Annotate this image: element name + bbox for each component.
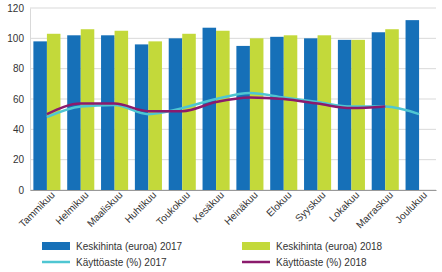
grid-line bbox=[30, 8, 436, 9]
tick: 80 bbox=[13, 63, 30, 74]
tick-label: 0 bbox=[18, 185, 24, 196]
tick: Toukokuu bbox=[154, 189, 192, 227]
tick-label: Syyskuu bbox=[293, 189, 328, 224]
legend-item: Käyttöaste (%) 2017 bbox=[42, 257, 167, 268]
tick: Elokuu bbox=[264, 189, 293, 218]
legend-label: Käyttöaste (%) 2018 bbox=[276, 257, 367, 268]
tick: 20 bbox=[13, 154, 30, 165]
tick: Marraskuu bbox=[354, 189, 395, 230]
y-axis: 0 20 40 60 80 100 120 bbox=[7, 3, 30, 196]
axis-line bbox=[31, 190, 437, 191]
tick-label: Tammikuu bbox=[17, 189, 57, 229]
bar bbox=[203, 28, 217, 190]
bar bbox=[406, 20, 420, 190]
tick: Lokakuu bbox=[327, 189, 362, 224]
chart: 0 20 40 60 80 100 120 TammikuuHelmikuuMaaliskuu… bbox=[0, 0, 442, 272]
bar bbox=[135, 44, 149, 190]
legend-swatch bbox=[42, 242, 70, 250]
tick-label: Elokuu bbox=[264, 189, 293, 218]
legend: Keskihinta (euroa) 2017 Keskihinta (euroa… bbox=[42, 241, 383, 268]
bar bbox=[250, 38, 264, 190]
bar bbox=[304, 38, 318, 190]
bar bbox=[318, 35, 332, 190]
bar bbox=[216, 31, 230, 190]
bar bbox=[115, 31, 129, 190]
bar bbox=[284, 35, 298, 190]
tick-label: 60 bbox=[13, 94, 25, 105]
tick: Joulukuu bbox=[393, 189, 429, 225]
tick-label: 20 bbox=[13, 154, 25, 165]
legend-item: Keskihinta (euroa) 2018 bbox=[242, 241, 383, 252]
tick-label: 120 bbox=[7, 3, 24, 14]
tick: 0 bbox=[18, 185, 30, 196]
tick: 40 bbox=[13, 124, 30, 135]
tick-label: Kesäkuu bbox=[191, 189, 226, 224]
legend-item: Käyttöaste (%) 2018 bbox=[242, 257, 367, 268]
bar bbox=[101, 35, 115, 190]
bar bbox=[385, 29, 399, 190]
bar bbox=[81, 29, 95, 190]
bar bbox=[372, 32, 386, 190]
marks bbox=[33, 20, 419, 190]
axis-line bbox=[30, 9, 31, 191]
tick: 60 bbox=[13, 94, 30, 105]
x-axis: TammikuuHelmikuuMaaliskuuHuhtikuuToukoku… bbox=[17, 189, 437, 230]
legend-label: Käyttöaste (%) 2017 bbox=[76, 257, 167, 268]
tick-label: Marraskuu bbox=[354, 189, 395, 230]
legend-label: Keskihinta (euroa) 2018 bbox=[276, 241, 383, 252]
bar bbox=[270, 37, 284, 190]
bar bbox=[338, 40, 352, 190]
bar bbox=[169, 38, 183, 190]
legend-swatch bbox=[242, 242, 270, 250]
tick: Kesäkuu bbox=[191, 189, 226, 224]
bar bbox=[236, 46, 250, 190]
tick: 100 bbox=[7, 33, 30, 44]
tick-label: Lokakuu bbox=[327, 189, 362, 224]
grid bbox=[30, 8, 436, 190]
bar-series bbox=[33, 20, 419, 190]
tick-label: Heinäkuu bbox=[222, 189, 260, 227]
bar bbox=[67, 35, 81, 190]
line bbox=[47, 97, 385, 114]
bar bbox=[33, 41, 47, 190]
tick: Maaliskuu bbox=[85, 189, 125, 229]
tick-label: Maaliskuu bbox=[85, 189, 125, 229]
bar-series bbox=[47, 29, 399, 190]
bar bbox=[351, 40, 365, 190]
tick-label: 80 bbox=[13, 63, 25, 74]
tick: 120 bbox=[7, 3, 30, 14]
tick: Tammikuu bbox=[17, 189, 57, 229]
tick: Heinäkuu bbox=[222, 189, 260, 227]
legend-swatch bbox=[242, 261, 270, 264]
tick-label: 40 bbox=[13, 124, 25, 135]
bar bbox=[148, 41, 162, 190]
line bbox=[47, 93, 419, 117]
legend-swatch bbox=[42, 261, 70, 264]
tick: Syyskuu bbox=[293, 189, 328, 224]
tick-label: Toukokuu bbox=[154, 189, 192, 227]
tick-label: Joulukuu bbox=[393, 189, 429, 225]
plot: 0 20 40 60 80 100 120 TammikuuHelmikuuMaaliskuu… bbox=[7, 3, 436, 231]
legend-item: Keskihinta (euroa) 2017 bbox=[42, 241, 183, 252]
tick-label: 100 bbox=[7, 33, 24, 44]
legend-label: Keskihinta (euroa) 2017 bbox=[76, 241, 183, 252]
